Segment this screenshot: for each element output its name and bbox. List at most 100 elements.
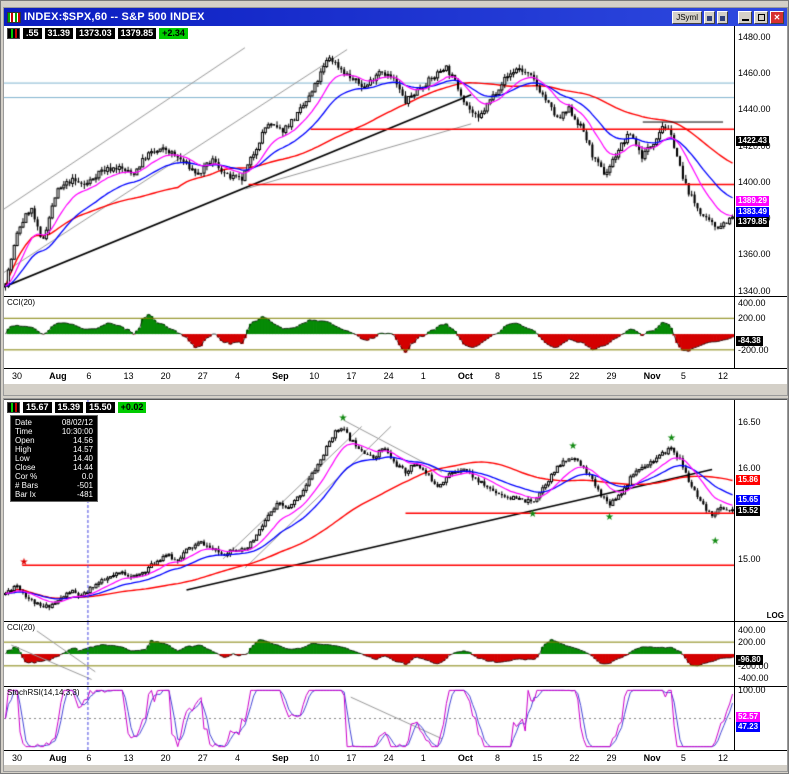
minimize-button[interactable] <box>738 10 752 24</box>
time-axis-label: 22 <box>569 753 580 763</box>
quote-legend-icon <box>7 402 20 413</box>
top-cci-axis[interactable]: 400.00 200.00 -200.00 -84.38 <box>734 297 787 368</box>
time-axis-label: 29 <box>606 371 617 381</box>
axis-tick: 1400.00 <box>738 176 771 187</box>
time-axis-label: Oct <box>457 753 473 763</box>
databox-label: Date <box>15 418 32 427</box>
top-price-pane[interactable]: 1480.001460.001440.001420.001400.001380.… <box>4 26 787 296</box>
axis-value-chip: 1389.29 <box>736 196 769 207</box>
time-axis-label: 27 <box>197 753 208 763</box>
time-axis-label: 10 <box>309 371 320 381</box>
databox-label: Open <box>15 436 35 445</box>
top-time-axis[interactable]: 30 Aug 6 13 20 27 4 Sep 10 17 24 1 Oct 8 15 22 29 Nov 5 12 <box>4 368 787 384</box>
bottom-cci-pane[interactable]: 400.00 200.00 -200.00 -400.00 -96.80 CCI(20) <box>4 621 787 686</box>
axis-value-chip: 1379.85 <box>736 216 769 227</box>
axis-value-chip: 52.57 <box>736 712 761 723</box>
log-scale-label: LOG <box>766 611 784 620</box>
titlebar-buttons: JSyml ✕ <box>672 10 784 24</box>
axis-value-chip: 15.65 <box>736 494 761 505</box>
time-axis-label: 30 <box>12 371 23 381</box>
time-axis-label: 24 <box>383 753 394 763</box>
databox-value: 14.40 <box>72 454 93 463</box>
databox-row: Low 14.40 <box>15 454 93 463</box>
time-axis-label: 12 <box>718 753 729 763</box>
quote-chip: 15.39 <box>54 402 84 413</box>
bottom-price-axis[interactable]: LOG 16.50 16.00 15.00 15.86 15.65 15.52 <box>734 400 787 621</box>
top-cci-pane[interactable]: 400.00 200.00 -200.00 -84.38 CCI(20) <box>4 296 787 368</box>
top-cci-canvas[interactable] <box>4 297 734 368</box>
time-axis-label: 4 <box>234 753 240 763</box>
axis-value-chip: -96.80 <box>736 654 763 665</box>
time-axis-label: 8 <box>495 371 501 381</box>
axis-value-chip: 15.52 <box>736 506 761 517</box>
restore-button[interactable] <box>754 10 768 24</box>
time-axis-label: 5 <box>680 371 686 381</box>
databox-row: Open 14.56 <box>15 436 93 445</box>
quote-chip: +0.02 <box>117 402 147 413</box>
bottom-price-pane[interactable]: LOG 16.50 16.00 15.00 15.86 15.65 15.52 15.67… <box>4 399 787 621</box>
databox-row: Close 14.44 <box>15 463 93 472</box>
time-axis-label: 27 <box>197 371 208 381</box>
quote-chip: 1379.85 <box>117 28 157 39</box>
databox-label: Cor % <box>15 472 38 481</box>
databox-row: Bar Ix -481 <box>15 490 93 499</box>
toolbar-mini-button-1[interactable] <box>704 10 715 24</box>
axis-tick: 15.00 <box>738 553 761 564</box>
time-axis-label: Nov <box>643 753 661 763</box>
bottom-price-canvas[interactable] <box>4 400 734 621</box>
restore-icon <box>758 13 765 21</box>
databox-value: 14.44 <box>72 463 93 472</box>
bottom-time-axis[interactable]: 30 Aug 6 13 20 27 4 Sep 10 17 24 1 Oct 8 15 22 29 Nov 5 12 <box>4 750 787 765</box>
quote-chip: 31.39 <box>44 28 74 39</box>
bottom-cci-canvas[interactable] <box>4 622 734 686</box>
toolbar-mini-button-2[interactable] <box>717 10 728 24</box>
titlebar[interactable]: INDEX:$SPX,60 -- S&P 500 INDEX JSyml ✕ <box>4 8 787 26</box>
time-axis-label: 8 <box>495 753 501 763</box>
time-axis-label: 22 <box>569 371 580 381</box>
time-axis-label: 29 <box>606 753 617 763</box>
time-axis-label: 6 <box>86 753 92 763</box>
time-axis-label: 17 <box>346 371 357 381</box>
databox-label: Time <box>15 427 33 436</box>
time-axis-label: 15 <box>532 753 543 763</box>
top-chart-window: INDEX:$SPX,60 -- S&P 500 INDEX JSyml ✕ 1… <box>3 7 788 396</box>
top-price-axis[interactable]: 1480.001460.001440.001420.001400.001380.… <box>734 26 787 296</box>
time-axis-label: 30 <box>12 753 23 763</box>
databox-row: Cor % 0.0 <box>15 472 93 481</box>
axis-tick: 400.00 <box>738 625 766 636</box>
bottom-stochrsi-canvas[interactable] <box>4 687 734 750</box>
quote-chip: +2.34 <box>159 28 188 39</box>
axis-tick: 1480.00 <box>738 31 771 42</box>
databox-value: 10:30:00 <box>61 427 93 436</box>
databox-label: High <box>15 445 32 454</box>
axis-value-chip: 1383.49 <box>736 206 769 217</box>
axis-tick: 1340.00 <box>738 285 771 296</box>
time-axis-label: Oct <box>457 371 473 381</box>
time-axis-label: Sep <box>272 371 289 381</box>
databox-row: Date 08/02/12 <box>15 418 93 427</box>
bottom-cci-axis[interactable]: 400.00 200.00 -200.00 -400.00 -96.80 <box>734 622 787 686</box>
window-title: INDEX:$SPX,60 -- S&P 500 INDEX <box>24 11 205 23</box>
databox-value: 14.57 <box>72 445 93 454</box>
top-quote-row: .55 31.39 1373.03 1379.85 +2.34 <box>7 28 188 39</box>
time-axis-label: 1 <box>420 753 426 763</box>
axis-tick: 16.00 <box>738 462 761 473</box>
time-axis-label: 15 <box>532 371 543 381</box>
bottom-stochrsi-axis[interactable]: 100.00 52.57 47.23 <box>734 685 787 750</box>
top-price-canvas[interactable] <box>4 26 734 296</box>
bottom-quote-row: 15.67 15.39 15.50 +0.02 <box>7 402 147 413</box>
axis-tick: 1360.00 <box>738 249 771 260</box>
time-axis-label: 1 <box>420 371 426 381</box>
time-axis-label: 6 <box>86 371 92 381</box>
time-axis-label: 24 <box>383 371 394 381</box>
jsym-button[interactable]: JSyml <box>672 10 702 24</box>
axis-tick: -400.00 <box>738 672 769 683</box>
axis-tick: 16.50 <box>738 416 761 427</box>
time-axis-label: 5 <box>680 753 686 763</box>
quote-chip: 15.67 <box>23 402 52 413</box>
axis-tick: 400.00 <box>738 297 766 308</box>
bottom-cci-label: CCI(20) <box>7 623 36 632</box>
bottom-stochrsi-pane[interactable]: 100.00 52.57 47.23 StochRSI(14,14,3,3) <box>4 685 787 750</box>
close-button[interactable]: ✕ <box>770 10 784 24</box>
data-window[interactable]: Date 08/02/12 Time 10:30:00 Open 14.56 High 14.… <box>10 415 98 502</box>
